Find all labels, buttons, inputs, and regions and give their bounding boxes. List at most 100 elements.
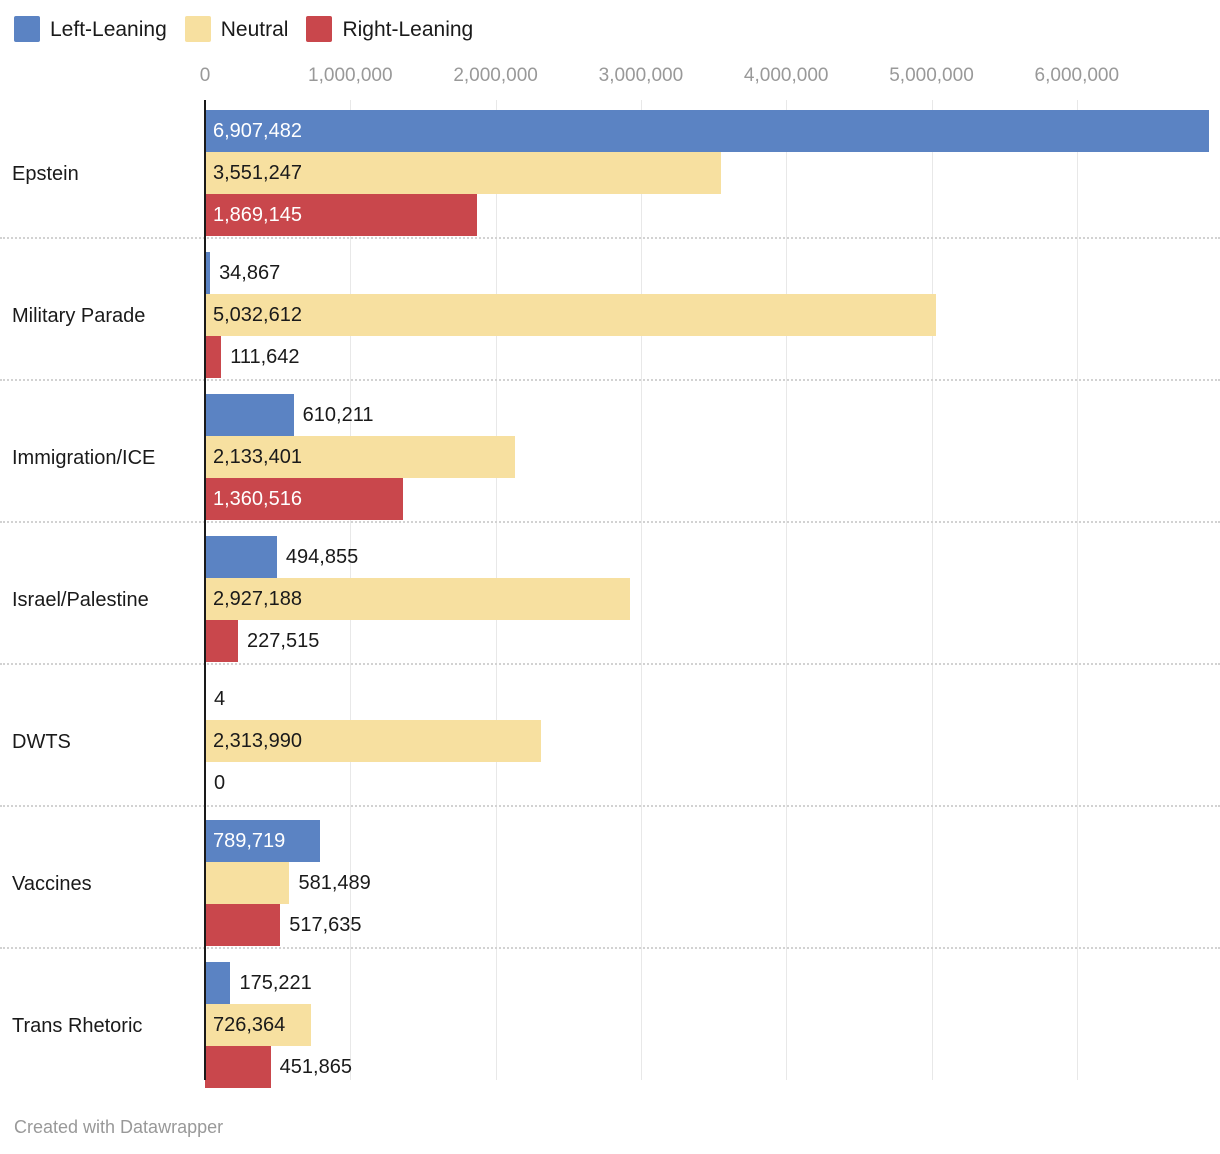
bar-row: 0 (205, 762, 1220, 804)
bar-neutral[interactable] (205, 436, 515, 478)
bar-value-label: 227,515 (247, 630, 320, 652)
gridline-3000000 (640, 100, 642, 1080)
bar-group: Vaccines 789,719 581,489 517,635 (0, 820, 1220, 946)
bar-row: 175,221 (205, 962, 1220, 1004)
bar-value-label: 517,635 (289, 914, 362, 936)
x-axis-tick-4000000: 4,000,000 (743, 65, 829, 86)
bar-value-label: 4 (214, 688, 226, 710)
bar-row: 1,869,145 (205, 194, 1220, 236)
legend-item-right[interactable]: Right-Leaning (306, 16, 473, 42)
bar-left-leaning[interactable] (205, 394, 294, 436)
bar-neutral[interactable] (205, 862, 290, 904)
bar-right-leaning[interactable] (205, 620, 239, 662)
bar-group: Military Parade 34,867 5,032,612 111,642 (0, 252, 1220, 378)
bar-row: 2,927,188 (205, 578, 1220, 620)
bar-row: 726,364 (205, 1004, 1220, 1046)
bar-group: Trans Rhetoric 175,221 726,364 451,865 (0, 962, 1220, 1088)
group-separator (0, 663, 1220, 665)
bar-right-leaning[interactable] (205, 336, 222, 378)
category-label: Epstein (12, 163, 79, 185)
chart-area: 0 1,000,000 2,000,000 3,000,000 4,000,000 5,0… (0, 60, 1220, 1088)
legend-swatch-left (14, 16, 40, 42)
x-axis-tick-6000000: 6,000,000 (1034, 65, 1120, 86)
category-label: Israel/Palestine (12, 589, 149, 611)
bar-right-leaning[interactable] (205, 1046, 271, 1088)
bar-row: 451,865 (205, 1046, 1220, 1088)
bar-row: 494,855 (205, 536, 1220, 578)
bar-row: 581,489 (205, 862, 1220, 904)
bar-left-leaning[interactable] (205, 110, 1209, 152)
bar-neutral[interactable] (205, 720, 542, 762)
category-label: Vaccines (12, 873, 92, 895)
category-label: Immigration/ICE (12, 447, 156, 469)
plot-area: Epstein 6,907,482 3,551,247 1,869,145 Milita… (0, 100, 1220, 1088)
bar-value-label: 0 (214, 772, 226, 794)
bar-left-leaning[interactable] (205, 252, 211, 294)
chart-legend: Left-Leaning Neutral Right-Leaning (14, 12, 491, 46)
category-label: DWTS (12, 731, 71, 753)
x-axis-tick-0: 0 (199, 65, 211, 86)
bar-neutral[interactable] (205, 1004, 311, 1046)
bar-row: 5,032,612 (205, 294, 1220, 336)
group-separator (0, 237, 1220, 239)
bar-row: 2,133,401 (205, 436, 1220, 478)
legend-swatch-neutral (184, 16, 211, 42)
bar-row: 1,360,516 (205, 478, 1220, 520)
group-separator (0, 379, 1220, 381)
bar-value-label: 494,855 (285, 546, 359, 568)
group-separator (0, 805, 1220, 807)
bar-value-label: 175,221 (239, 972, 312, 994)
bar-row: 517,635 (205, 904, 1220, 946)
gridline-4000000 (786, 100, 788, 1080)
bar-value-label: 1,869,145 (213, 204, 302, 226)
bar-row: 111,642 (205, 336, 1220, 378)
bar-row: 6,907,482 (205, 110, 1220, 152)
bar-value-label: 111,642 (230, 346, 300, 368)
bar-row: 4 (205, 678, 1220, 720)
bar-left-leaning[interactable] (205, 962, 231, 1004)
bar-row: 610,211 (205, 394, 1220, 436)
bar-value-label: 451,865 (279, 1056, 352, 1078)
bar-row: 34,867 (205, 252, 1220, 294)
bar-value-label: 2,927,188 (213, 588, 302, 610)
bar-neutral[interactable] (205, 578, 631, 620)
bar-right-leaning[interactable] (205, 194, 477, 236)
gridline-5000000 (931, 100, 933, 1080)
bar-value-label: 1,360,516 (213, 488, 302, 510)
gridline-0 (204, 100, 206, 1080)
legend-label-left: Left-Leaning (50, 17, 167, 41)
x-axis-tick-labels: 0 1,000,000 2,000,000 3,000,000 4,000,000 5,0… (0, 60, 1220, 96)
bar-group: Israel/Palestine 494,855 2,927,188 227,515 (0, 536, 1220, 662)
legend-label-neutral: Neutral (220, 17, 289, 41)
bar-group: DWTS 4 2,313,990 0 (0, 678, 1220, 804)
bar-right-leaning[interactable] (205, 478, 403, 520)
x-axis-tick-3000000: 3,000,000 (598, 65, 684, 86)
bar-neutral[interactable] (205, 294, 937, 336)
legend-label-right: Right-Leaning (342, 17, 474, 41)
bar-left-leaning[interactable] (205, 536, 277, 578)
bar-neutral[interactable] (205, 152, 721, 194)
category-label: Trans Rhetoric (12, 1015, 143, 1037)
group-separator (0, 947, 1220, 949)
x-axis-tick-5000000: 5,000,000 (889, 65, 974, 86)
bar-value-label: 2,313,990 (213, 730, 302, 752)
gridline-6000000 (1076, 100, 1078, 1080)
bar-value-label: 5,032,612 (213, 304, 302, 326)
bar-value-label: 726,364 (213, 1014, 286, 1036)
bar-row: 789,719 (205, 820, 1220, 862)
chart-credit: Created with Datawrapper (14, 1117, 224, 1137)
bar-value-label: 610,211 (302, 404, 374, 426)
bar-value-label: 3,551,247 (213, 162, 302, 184)
bar-value-label: 2,133,401 (213, 446, 302, 468)
bar-value-label: 581,489 (298, 872, 371, 894)
group-separator (0, 521, 1220, 523)
x-axis-tick-1000000: 1,000,000 (308, 65, 393, 86)
bar-value-label: 34,867 (219, 262, 281, 284)
bar-row: 3,551,247 (205, 152, 1220, 194)
legend-item-neutral[interactable]: Neutral (184, 16, 289, 42)
bar-right-leaning[interactable] (205, 904, 281, 946)
bar-left-leaning[interactable] (205, 820, 320, 862)
legend-item-left[interactable]: Left-Leaning (14, 16, 167, 42)
bar-value-label: 6,907,482 (213, 120, 302, 142)
category-label: Military Parade (12, 305, 146, 327)
